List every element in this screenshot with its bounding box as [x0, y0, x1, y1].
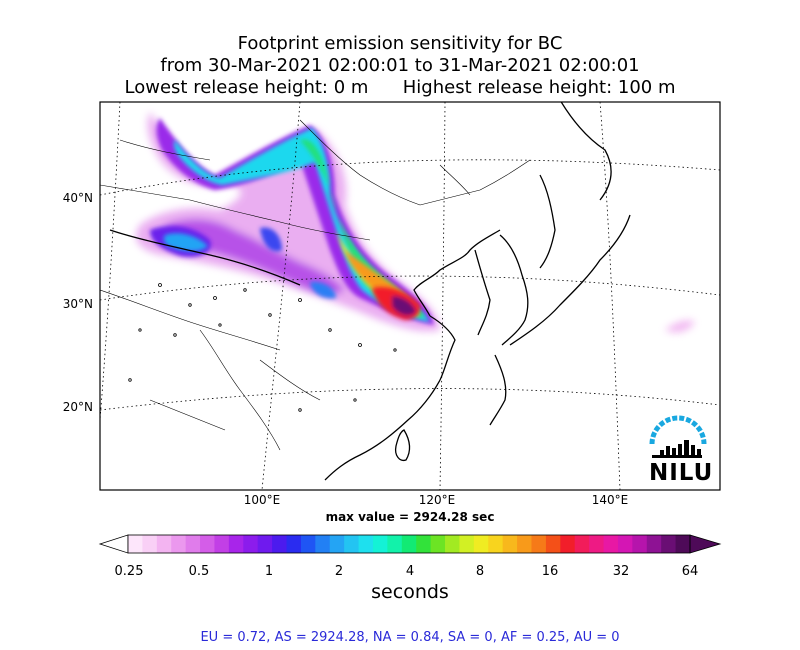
- colorbar-bin: [228, 535, 244, 553]
- colorbar-extend-left: [98, 534, 129, 554]
- colorbar-bin: [185, 535, 201, 553]
- colorbar-bin: [286, 535, 302, 553]
- lat-label-40: 40°N: [62, 191, 93, 205]
- colorbar-extend-right: [689, 534, 722, 554]
- region-values: EU = 0.72, AS = 2924.28, NA = 0.84, SA =…: [200, 630, 620, 645]
- colorbar-bin: [387, 535, 403, 553]
- colorbar-bin: [531, 535, 547, 553]
- colorbar-bin: [617, 535, 633, 553]
- colorbar-bin: [315, 535, 331, 553]
- colorbar-bin: [473, 535, 489, 553]
- colorbar-bin: [517, 535, 532, 553]
- colorbar-frame: [127, 534, 691, 554]
- plume-core: [372, 286, 421, 320]
- colorbar-bin: [142, 535, 158, 553]
- lon-label-140: 140°E: [591, 493, 629, 507]
- nilu-logo: [649, 415, 707, 458]
- lat-label-30: 30°N: [62, 297, 93, 311]
- colorbar-tick-1: 0.5: [188, 564, 210, 579]
- colorbar-bin: [300, 535, 316, 553]
- colorbar-bin: [488, 535, 504, 553]
- colorbar-bin: [574, 535, 590, 553]
- colorbar-bin: [156, 535, 172, 553]
- colorbar-bin: [675, 535, 691, 553]
- colorbar-bin: [257, 535, 273, 553]
- colorbar: [98, 534, 722, 554]
- colorbar-tick-8: 64: [681, 564, 699, 579]
- colorbar-bin: [344, 535, 360, 553]
- lon-label-100: 100°E: [243, 493, 281, 507]
- title-line-1: Footprint emission sensitivity for BC: [237, 33, 563, 54]
- colorbar-bin: [459, 535, 475, 553]
- colorbar-bin: [128, 535, 143, 553]
- graticule: [100, 102, 720, 490]
- nilu-logo-text: NILU: [649, 460, 714, 486]
- coastlines: [109, 102, 631, 481]
- lakes: [128, 283, 397, 412]
- colorbar-tick-2: 1: [264, 564, 274, 579]
- colorbar-bin: [445, 535, 460, 553]
- lon-label-120: 120°E: [418, 493, 456, 507]
- colorbar-tick-7: 32: [612, 564, 630, 579]
- colorbar-bin: [372, 535, 388, 553]
- colorbar-bin: [243, 535, 259, 553]
- colorbar-bin: [661, 535, 677, 553]
- lat-label-20: 20°N: [62, 400, 93, 414]
- colorbar-bin: [329, 535, 345, 553]
- colorbar-bin: [560, 535, 576, 553]
- colorbar-bin: [603, 535, 619, 553]
- title-line-3: Lowest release height: 0 m Highest relea…: [124, 77, 676, 98]
- colorbar-bin: [171, 535, 187, 553]
- colorbar-bin: [200, 535, 215, 553]
- colorbar-bin: [646, 535, 662, 553]
- colorbar-bin: [214, 535, 230, 553]
- colorbar-bin: [358, 535, 374, 553]
- colorbar-bin: [502, 535, 518, 553]
- colorbar-bin: [589, 535, 605, 553]
- map-frame: [99, 101, 721, 491]
- colorbar-bin: [632, 535, 648, 553]
- colorbar-bin: [430, 535, 446, 553]
- colorbar-tick-4: 4: [405, 564, 415, 579]
- colorbar-bin: [416, 535, 432, 553]
- colorbar-tick-6: 16: [541, 564, 559, 579]
- title-line-2: from 30-Mar-2021 02:00:01 to 31-Mar-2021…: [160, 55, 640, 76]
- colorbar-unit-label: seconds: [371, 581, 449, 603]
- colorbar-bin: [545, 535, 561, 553]
- max-value-label: max value = 2924.28 sec: [325, 510, 495, 524]
- colorbar-tick-5: 8: [475, 564, 485, 579]
- colorbar-tick-3: 2: [334, 564, 344, 579]
- colorbar-bin: [401, 535, 417, 553]
- colorbar-bin: [272, 535, 288, 553]
- country-borders: [100, 119, 531, 451]
- colorbar-tick-0: 0.25: [114, 564, 144, 579]
